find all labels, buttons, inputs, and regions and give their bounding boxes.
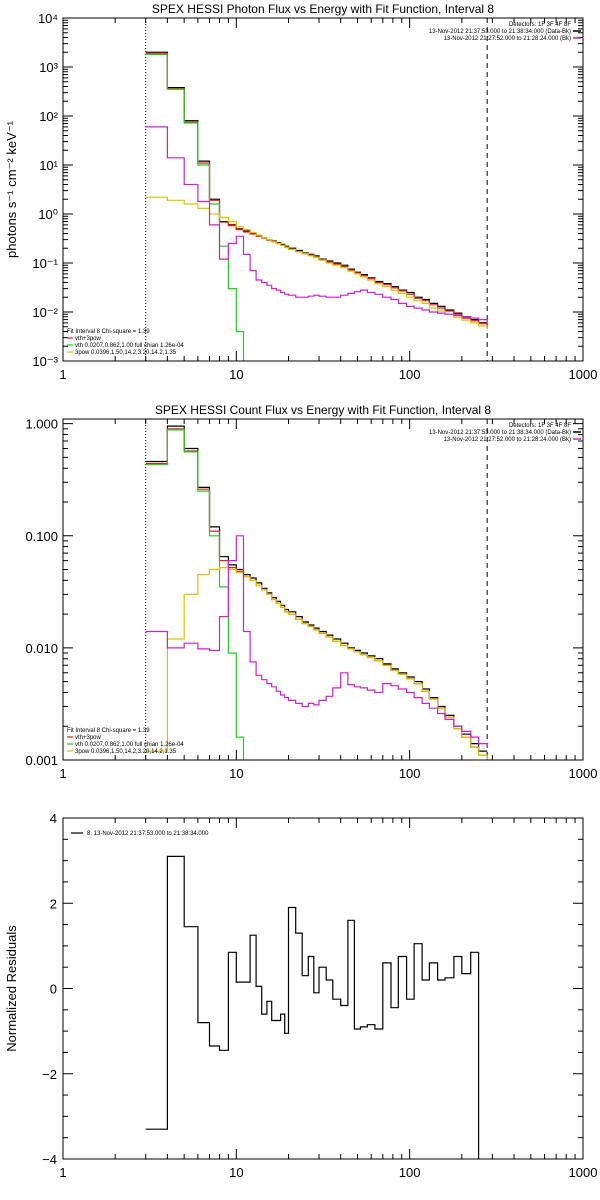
series-line-8-13-nov-2012-21-37-53-000-to-21-38-34-000 bbox=[145, 855, 480, 1159]
x-tick-label: 1 bbox=[59, 1165, 66, 1180]
series-line-3pow bbox=[145, 567, 488, 760]
chart-title: SPEX HESSI Photon Flux vs Energy with Fi… bbox=[152, 2, 494, 16]
series-line-vth-3pow bbox=[145, 52, 488, 327]
plot-frame bbox=[62, 418, 584, 761]
series-line-vth bbox=[145, 53, 245, 361]
info-line: Detectors: 1F 3F 4F 8F bbox=[509, 423, 571, 429]
series-line-bk bbox=[145, 126, 488, 323]
series-group bbox=[145, 51, 488, 361]
y-tick-label: 10⁰ bbox=[38, 207, 58, 222]
info-line: 13-Nov-2012 21:27:52.000 to 21:28:24.000… bbox=[444, 36, 571, 42]
y-tick-label: 1.000 bbox=[25, 417, 58, 432]
x-tick-label: 100 bbox=[399, 367, 421, 382]
y-tick-label: 10⁻¹ bbox=[32, 256, 58, 271]
legend-entry: vth+3pow bbox=[75, 735, 102, 741]
info-line: 13-Nov-2012 21:37:53.000 to 21:38:34.000… bbox=[429, 430, 571, 436]
x-tick-label: 1000 bbox=[569, 1165, 598, 1180]
y-tick-label: 10² bbox=[39, 109, 58, 124]
series-group bbox=[145, 425, 488, 760]
plot-frame bbox=[62, 817, 584, 1160]
y-tick-label: 10⁻³ bbox=[32, 354, 58, 369]
y-tick-label: 10¹ bbox=[39, 158, 58, 173]
x-tick-label: 10 bbox=[229, 1165, 243, 1180]
series-line-bk bbox=[145, 535, 488, 748]
info-line: Detectors: 1F 3F 4F 8F bbox=[509, 22, 571, 28]
x-tick-label: 10 bbox=[229, 367, 243, 382]
chart-panel-2: SPEX HESSI Count Flux vs Energy with Fit… bbox=[25, 403, 598, 781]
legend-entry: Fit Interval 8 Chi-square = 1.39 bbox=[67, 728, 150, 734]
legend-entry: vth+3pow bbox=[75, 336, 102, 342]
y-tick-label: 4 bbox=[50, 811, 57, 826]
x-tick-label: 1 bbox=[59, 367, 66, 382]
chart-title: SPEX HESSI Count Flux vs Energy with Fit… bbox=[155, 403, 491, 417]
info-line: 13-Nov-2012 21:37:53.000 to 21:38:34.000… bbox=[429, 29, 571, 35]
plot-frame bbox=[62, 17, 584, 362]
series-group bbox=[145, 855, 480, 1159]
x-tick-label: 1000 bbox=[569, 367, 598, 382]
legend-entry: 3pow 0.0396,1.50,14.2,3.20,14.2,1.35 bbox=[75, 350, 177, 356]
info-line: 13-Nov-2012 21:27:52.000 to 21:28:24.000… bbox=[444, 437, 571, 443]
series-line-3pow bbox=[145, 196, 488, 329]
legend-entry: Fit Interval 8 Chi-square = 1.39 bbox=[67, 329, 150, 335]
y-tick-label: 0.010 bbox=[25, 641, 58, 656]
y-axis-label: Normalized Residuals bbox=[4, 925, 19, 1052]
y-tick-label: 0.001 bbox=[25, 753, 58, 768]
x-tick-label: 1 bbox=[59, 766, 66, 781]
y-tick-label: −4 bbox=[42, 1152, 57, 1167]
y-tick-label: 10⁻² bbox=[32, 305, 58, 320]
legend-entry: 3pow 0.0396,1.50,14.2,3.20,14.2,1.35 bbox=[75, 749, 177, 755]
y-tick-label: 2 bbox=[50, 896, 57, 911]
series-line-data-bk bbox=[145, 51, 488, 324]
chart-panel-1: SPEX HESSI Photon Flux vs Energy with Fi… bbox=[4, 2, 598, 382]
y-tick-label: −2 bbox=[42, 1067, 57, 1082]
x-tick-label: 1000 bbox=[569, 766, 598, 781]
x-tick-label: 100 bbox=[399, 766, 421, 781]
legend-entry: vth 0.0207,0.862,1.00 full chian 1.26e-0… bbox=[75, 343, 184, 349]
y-tick-label: 10³ bbox=[39, 60, 58, 75]
y-tick-label: 0 bbox=[50, 982, 57, 997]
y-axis-label: photons s⁻¹ cm⁻² keV⁻¹ bbox=[4, 120, 19, 258]
y-tick-label: 10⁴ bbox=[38, 11, 58, 26]
y-tick-label: 0.100 bbox=[25, 529, 58, 544]
series-line-data-bk bbox=[145, 425, 488, 752]
legend-entry: 8. 13-Nov-2012 21:37:53.000 to 21:38:34.… bbox=[87, 831, 209, 837]
series-line-vth bbox=[145, 429, 245, 760]
x-tick-label: 100 bbox=[399, 1165, 421, 1180]
x-tick-label: 10 bbox=[229, 766, 243, 781]
legend-entry: vth 0.0207,0.862,1.00 full chian 1.26e-0… bbox=[75, 742, 184, 748]
chart-panel-3: 1 10 100 1000 −4 −2 0 2 4 Normalized Residuals 8. … bbox=[4, 811, 597, 1180]
